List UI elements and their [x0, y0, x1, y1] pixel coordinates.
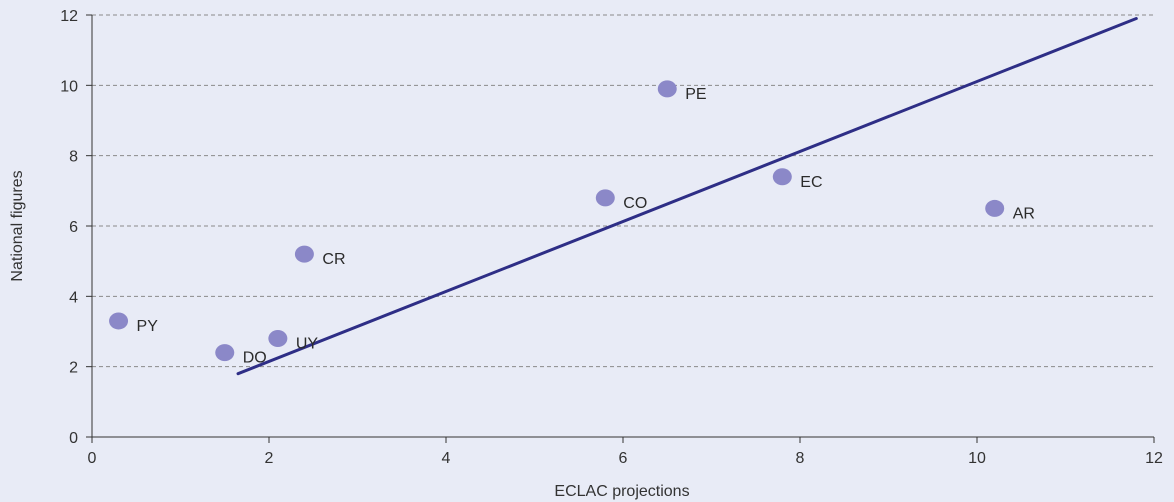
y-tick-label-8: 8 [69, 149, 78, 166]
axis-layer: 0 2 4 6 8 10 12 0 2 4 6 8 10 12 [60, 8, 1163, 467]
x-tick-label-12: 12 [1145, 450, 1163, 467]
data-point-ar [985, 199, 1005, 217]
x-tick-label-0: 0 [88, 450, 97, 467]
data-point-do [215, 344, 235, 362]
point-label-do: DO [243, 350, 267, 367]
y-axis-title: National figures [9, 170, 26, 281]
y-tick-label-6: 6 [69, 219, 78, 236]
point-label-py: PY [137, 318, 159, 335]
grid-layer [92, 14, 1154, 368]
point-label-pe: PE [685, 86, 706, 103]
point-label-ec: EC [800, 174, 822, 191]
point-labels-layer: PY DO UY CR CO PE EC AR [137, 86, 1035, 367]
y-tick-label-4: 4 [69, 289, 78, 306]
point-label-uy: UY [296, 336, 319, 353]
point-label-ar: AR [1013, 205, 1035, 222]
data-point-cr [294, 245, 314, 263]
x-axis-title: ECLAC projections [554, 483, 689, 500]
points-layer [109, 80, 1005, 362]
data-point-uy [268, 330, 288, 348]
x-tick-label-8: 8 [796, 450, 805, 467]
y-tick-label-2: 2 [69, 360, 78, 377]
y-tick-label-0: 0 [69, 430, 78, 447]
y-tick-label-10: 10 [60, 78, 78, 95]
x-tick-label-6: 6 [619, 450, 628, 467]
x-tick-label-10: 10 [968, 450, 986, 467]
y-tick-label-12: 12 [60, 8, 78, 25]
x-tick-label-4: 4 [442, 450, 451, 467]
fit-line-layer [236, 17, 1138, 376]
trend-line [236, 17, 1138, 376]
data-point-py [109, 312, 129, 330]
x-tick-label-2: 2 [265, 450, 274, 467]
data-point-co [595, 189, 615, 207]
data-point-pe [657, 80, 677, 98]
point-label-cr: CR [322, 251, 345, 268]
point-label-co: CO [623, 195, 647, 212]
data-point-ec [772, 168, 792, 186]
